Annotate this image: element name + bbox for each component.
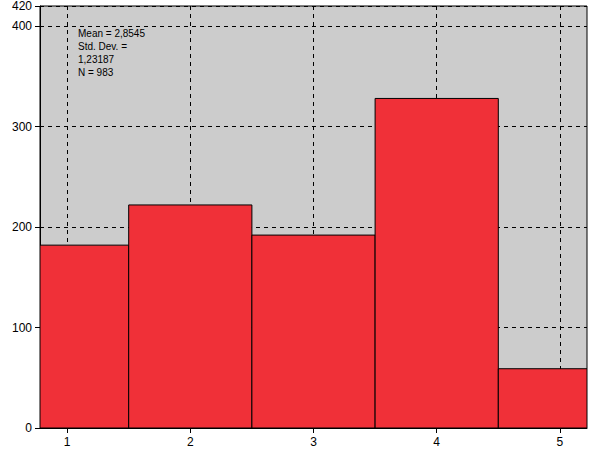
svg-text:100: 100 bbox=[12, 321, 32, 335]
svg-text:3: 3 bbox=[310, 435, 317, 449]
svg-text:4: 4 bbox=[433, 435, 440, 449]
svg-text:300: 300 bbox=[12, 120, 32, 134]
svg-text:5: 5 bbox=[557, 435, 564, 449]
svg-text:Mean = 2,8545: Mean = 2,8545 bbox=[78, 28, 145, 39]
svg-text:0: 0 bbox=[25, 421, 32, 435]
svg-text:420: 420 bbox=[12, 0, 32, 13]
svg-text:400: 400 bbox=[12, 19, 32, 33]
svg-text:N = 983: N = 983 bbox=[78, 67, 114, 78]
svg-text:Std. Dev. =: Std. Dev. = bbox=[78, 41, 127, 52]
svg-text:1: 1 bbox=[64, 435, 71, 449]
svg-text:2: 2 bbox=[187, 435, 194, 449]
svg-text:1,23187: 1,23187 bbox=[78, 54, 115, 65]
svg-text:200: 200 bbox=[12, 220, 32, 234]
